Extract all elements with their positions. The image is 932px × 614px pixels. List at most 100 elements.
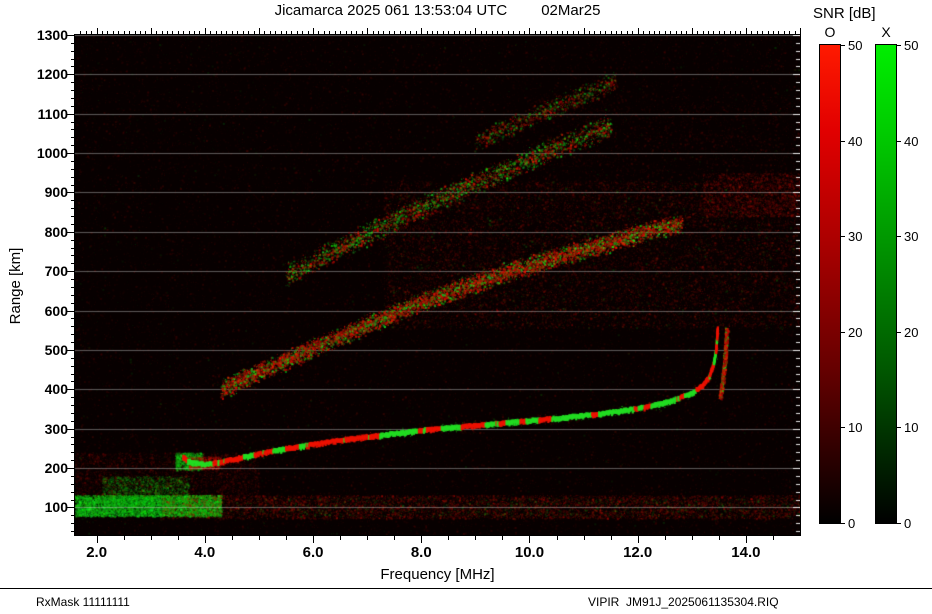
x-top-tick (768, 31, 769, 34)
y-minor-tick (71, 279, 74, 280)
y-minor-tick (71, 358, 74, 359)
x-top-tick (183, 31, 184, 34)
x-top-tick (497, 31, 498, 34)
x-top-tick (167, 31, 168, 34)
x-top-tick (389, 31, 390, 34)
x-top-tick (237, 31, 238, 34)
y-minor-tick (71, 82, 74, 83)
x-top-tick (708, 31, 709, 34)
x-top-tick (670, 31, 671, 34)
y-minor-tick (71, 224, 74, 225)
x-minor-tick (178, 536, 179, 540)
x-minor-tick (475, 536, 476, 540)
colorbar-tick (897, 45, 901, 46)
y-tick-label: 400 (44, 381, 68, 398)
colorbar-tick-label: 40 (848, 134, 863, 149)
x-top-tick (535, 31, 536, 34)
x-top-tick (486, 31, 487, 34)
y-minor-tick (71, 216, 74, 217)
y-minor-tick (71, 413, 74, 414)
x-top-tick (519, 31, 520, 34)
x-top-tick (784, 31, 785, 34)
x-top-tick (465, 31, 466, 34)
colorbar-x-label: X (881, 24, 891, 40)
y-major-tick (67, 468, 74, 469)
y-minor-tick (71, 303, 74, 304)
x-top-tick (719, 31, 720, 34)
x-top-tick (113, 31, 114, 34)
x-top-tick (757, 31, 758, 34)
x-top-tick (789, 31, 790, 34)
x-top-tick (616, 31, 617, 34)
x-top-tick (367, 28, 368, 34)
x-top-tick (351, 31, 352, 34)
x-top-tick (80, 31, 81, 34)
y-minor-tick (71, 255, 74, 256)
x-top-tick (162, 31, 163, 34)
y-minor-tick (71, 169, 74, 170)
x-major-tick (313, 536, 314, 543)
colorbar-tick-label: 50 (848, 38, 863, 53)
y-minor-tick (71, 366, 74, 367)
x-top-tick (313, 28, 314, 34)
x-major-tick (638, 536, 639, 543)
y-minor-tick (71, 240, 74, 241)
y-major-tick (67, 153, 74, 154)
x-top-tick (751, 31, 752, 34)
x-top-tick (724, 31, 725, 34)
x-top-tick (118, 31, 119, 34)
y-major-tick (67, 192, 74, 193)
y-minor-tick (71, 122, 74, 123)
y-minor-tick (71, 444, 74, 445)
x-top-tick (421, 28, 422, 34)
x-top-tick (459, 31, 460, 34)
x-top-tick (335, 31, 336, 34)
y-major-tick (67, 389, 74, 390)
y-major-tick (67, 429, 74, 430)
x-minor-tick (448, 536, 449, 540)
colorbar-tick-label: 30 (904, 229, 919, 244)
title-date: 02Mar25 (541, 2, 601, 19)
y-minor-tick (71, 531, 74, 532)
y-minor-tick (71, 515, 74, 516)
x-top-tick (649, 31, 650, 34)
x-top-tick (740, 31, 741, 34)
y-minor-tick (71, 484, 74, 485)
colorbar-tick (897, 332, 901, 333)
colorbar-tick (897, 236, 901, 237)
x-top-tick (665, 31, 666, 34)
y-tick-label: 300 (44, 420, 68, 437)
y-minor-tick (71, 248, 74, 249)
colorbar-tick-label: 50 (904, 38, 919, 53)
x-top-tick (302, 31, 303, 34)
colorbar-tick-label: 10 (904, 420, 919, 435)
colorbar-tick-label: 40 (904, 134, 919, 149)
rxmask-label: RxMask 11111111 (36, 595, 130, 609)
x-top-tick (135, 31, 136, 34)
y-major-tick (67, 232, 74, 233)
x-top-tick (697, 31, 698, 34)
y-major-tick (67, 35, 74, 36)
x-top-tick (513, 31, 514, 34)
x-top-tick (102, 31, 103, 34)
x-major-tick (746, 536, 747, 543)
x-major-tick (421, 536, 422, 543)
x-axis-label: Frequency [MHz] (380, 566, 495, 583)
x-top-tick (432, 31, 433, 34)
x-minor-tick (773, 536, 774, 540)
x-top-tick (340, 31, 341, 34)
x-top-tick (259, 28, 260, 34)
y-minor-tick (71, 106, 74, 107)
colorbar-tick (841, 141, 845, 142)
x-top-tick (151, 28, 152, 34)
y-minor-tick (71, 200, 74, 201)
y-minor-tick (71, 500, 74, 501)
x-top-tick (502, 31, 503, 34)
plot-title: Jicamarca 2025 061 13:53:04 UTC 02Mar25 (75, 2, 800, 19)
x-top-tick (589, 31, 590, 34)
x-top-tick (275, 31, 276, 34)
y-minor-tick (71, 177, 74, 178)
x-top-tick (107, 31, 108, 34)
x-major-tick (205, 536, 206, 543)
x-top-tick (248, 31, 249, 34)
